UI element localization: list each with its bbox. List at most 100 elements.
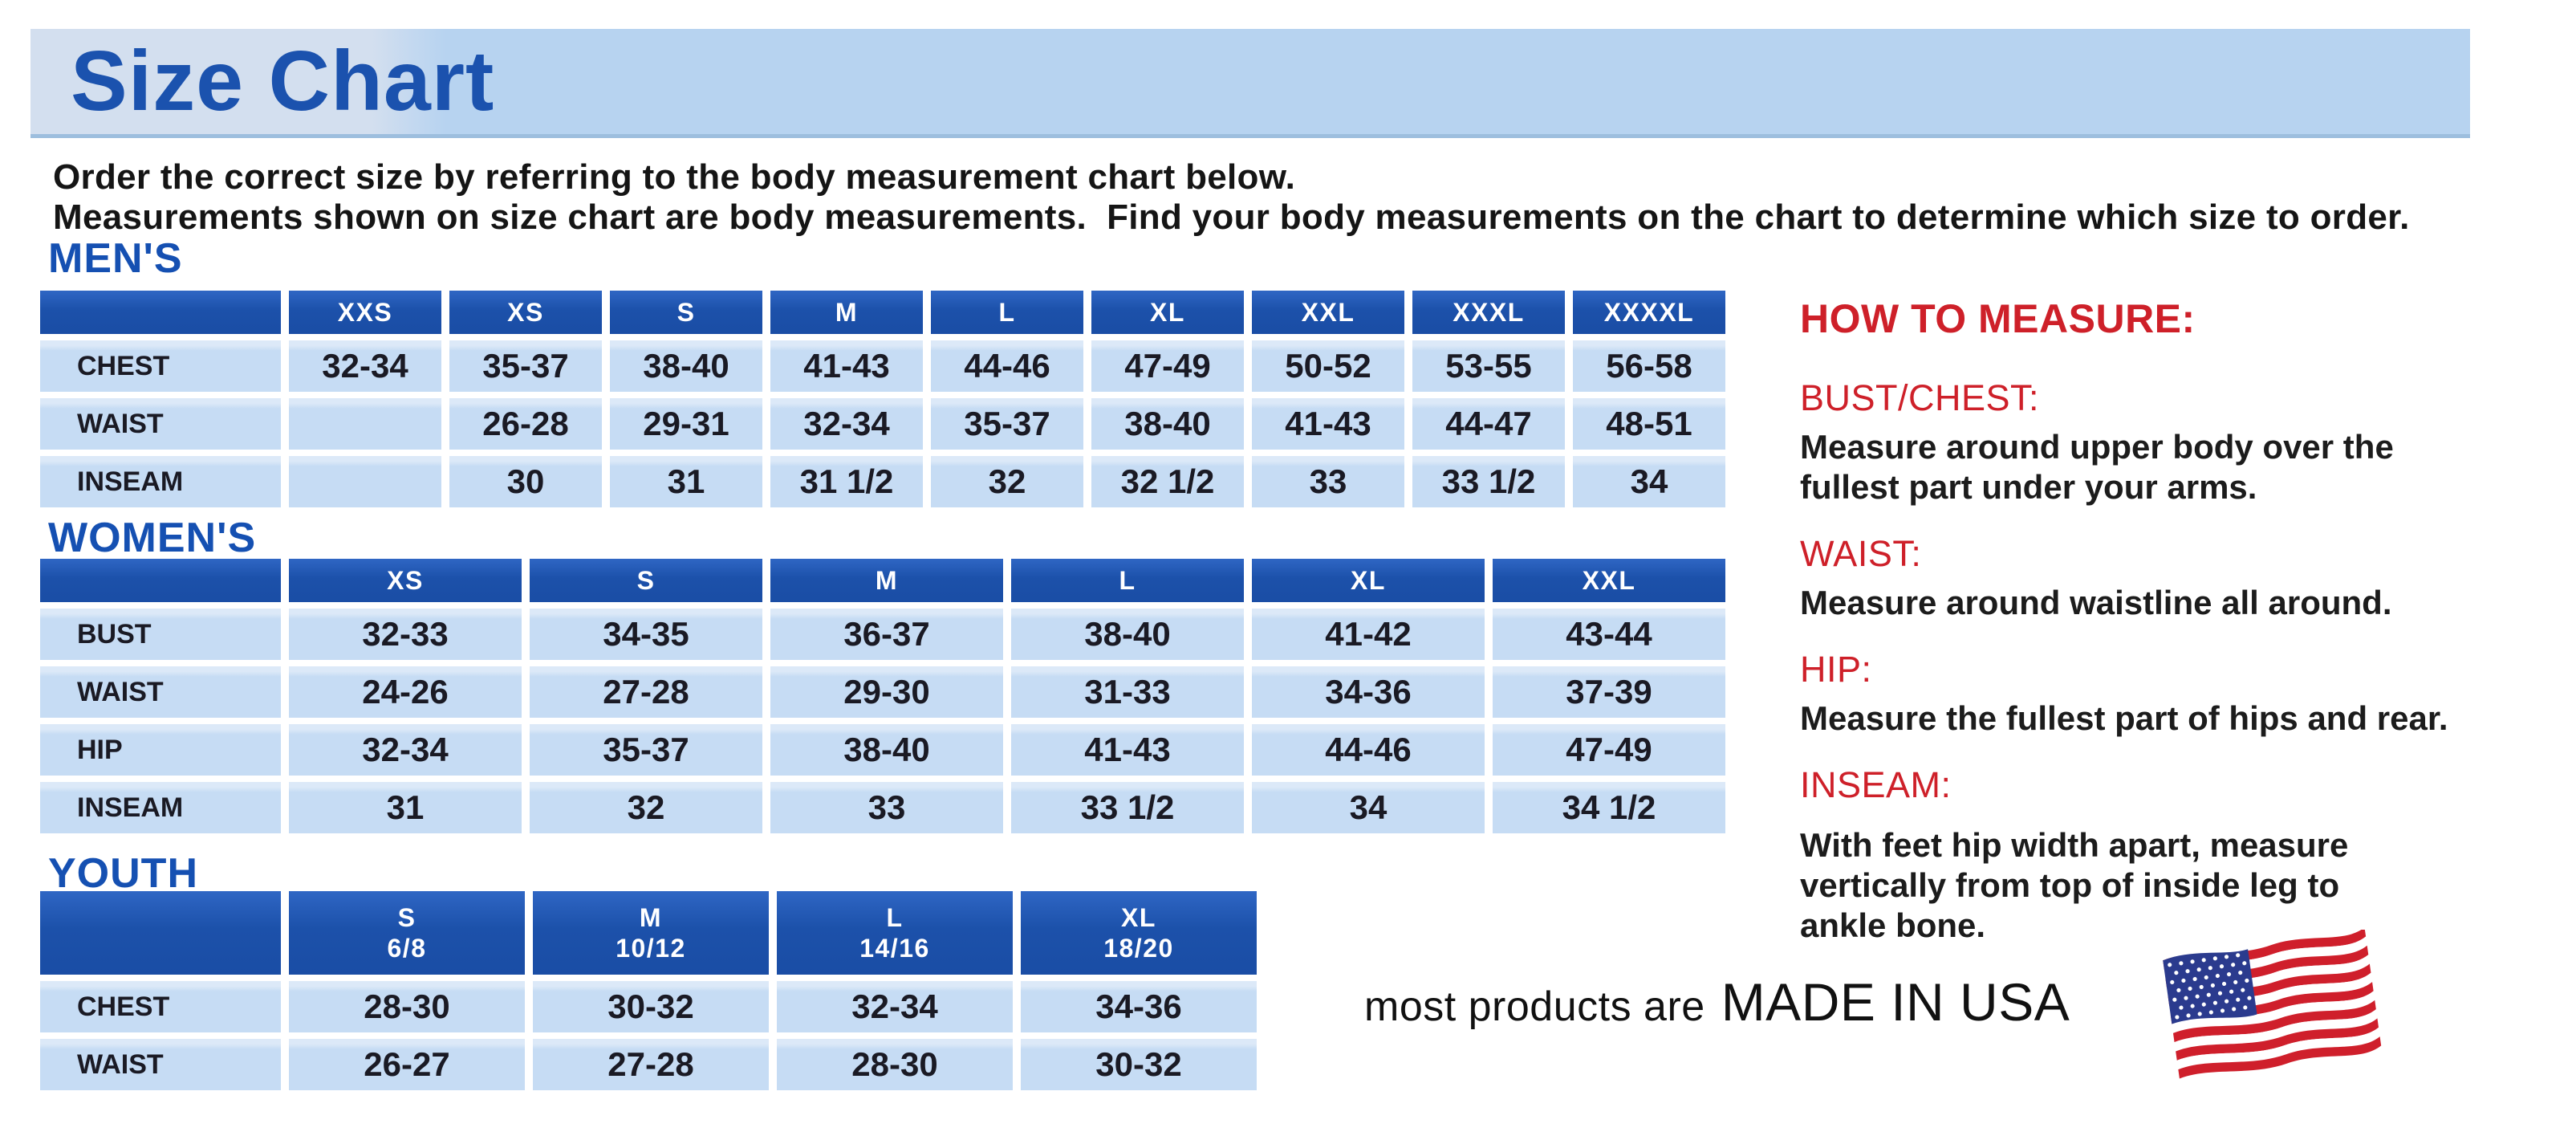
value-cell: 28-30 <box>777 1039 1013 1090</box>
mens-size-table: XXS XS S M L XL XXL XXXL XXXXL CHEST 32-34 35-37 38-… <box>32 284 1733 514</box>
column-header-s: S 6/8 <box>289 891 525 975</box>
column-header-xs: XS <box>289 559 522 602</box>
value-cell: 33 <box>1252 456 1404 507</box>
value-cell: 38-40 <box>610 340 762 392</box>
column-header-xxs: XXS <box>289 291 441 334</box>
value-cell: 32 <box>530 782 762 833</box>
intro-line-1: Order the correct size by referring to t… <box>53 157 1296 197</box>
value-cell: 44-47 <box>1412 398 1565 450</box>
table-row: WAIST 24-26 27-28 29-30 31-33 34-36 37-39 <box>40 666 1725 718</box>
value-cell: 32-34 <box>289 340 441 392</box>
column-header-m: M <box>770 291 923 334</box>
value-cell: 35-37 <box>931 398 1083 450</box>
value-cell: 30-32 <box>533 981 769 1032</box>
value-cell: 31-33 <box>1011 666 1244 718</box>
value-cell: 47-49 <box>1091 340 1244 392</box>
table-row: CHEST 28-30 30-32 32-34 34-36 <box>40 981 1257 1032</box>
value-cell: 34 <box>1573 456 1725 507</box>
womens-size-table: XS S M L XL XXL BUST 32-33 34-35 36-37 38-40 41-42 4… <box>32 552 1733 840</box>
value-cell: 38-40 <box>1091 398 1244 450</box>
column-header-xl: XL <box>1252 559 1485 602</box>
row-label-bust: BUST <box>40 609 281 660</box>
value-cell: 56-58 <box>1573 340 1725 392</box>
made-in-usa-line: most products are MADE IN USA <box>1364 971 2070 1032</box>
value-cell: 34 1/2 <box>1493 782 1725 833</box>
value-cell: 38-40 <box>1011 609 1244 660</box>
value-cell: 37-39 <box>1493 666 1725 718</box>
value-cell: 48-51 <box>1573 398 1725 450</box>
value-cell: 53-55 <box>1412 340 1565 392</box>
table-row: CHEST 32-34 35-37 38-40 41-43 44-46 47-49 50-52… <box>40 340 1725 392</box>
table-row: INSEAM 30 31 31 1/2 32 32 1/2 33 33 1/2 34 <box>40 456 1725 507</box>
measure-text-hip: Measure the fullest part of hips and rea… <box>1800 699 2448 737</box>
value-cell: 26-28 <box>449 398 602 450</box>
table-row: WAIST 26-28 29-31 32-34 35-37 38-40 41-43 44-47… <box>40 398 1725 450</box>
column-header-l: L 14/16 <box>777 891 1013 975</box>
column-header-xl: XL 18/20 <box>1021 891 1257 975</box>
value-cell: 47-49 <box>1493 724 1725 776</box>
value-cell: 31 1/2 <box>770 456 923 507</box>
column-header-l: L <box>931 291 1083 334</box>
mens-section-heading: MEN'S <box>48 235 183 282</box>
value-cell: 29-31 <box>610 398 762 450</box>
value-cell: 34-35 <box>530 609 762 660</box>
value-cell: 34 <box>1252 782 1485 833</box>
value-cell: 28-30 <box>289 981 525 1032</box>
measure-text-bust-chest: Measure around upper body over the fulle… <box>1800 428 2394 506</box>
column-header-xxxxl: XXXXL <box>1573 291 1725 334</box>
table-row: HIP 32-34 35-37 38-40 41-43 44-46 47-49 <box>40 724 1725 776</box>
row-label-waist: WAIST <box>40 1039 281 1090</box>
column-header-m: M <box>770 559 1003 602</box>
row-label-inseam: INSEAM <box>40 782 281 833</box>
value-cell: 32 <box>931 456 1083 507</box>
column-header-xxxl: XXXL <box>1412 291 1565 334</box>
measure-label-hip: HIP: <box>1800 649 1872 690</box>
value-cell: 41-42 <box>1252 609 1485 660</box>
value-cell: 32-33 <box>289 609 522 660</box>
womens-section-heading: WOMEN'S <box>48 515 257 561</box>
page-title: Size Chart <box>71 34 495 128</box>
column-header-s: S <box>610 291 762 334</box>
value-cell: 27-28 <box>530 666 762 718</box>
value-cell: 32-34 <box>777 981 1013 1032</box>
table-row: INSEAM 31 32 33 33 1/2 34 34 1/2 <box>40 782 1725 833</box>
value-cell: 44-46 <box>1252 724 1485 776</box>
how-to-measure-panel: HOW TO MEASURE: BUST/CHEST: Measure arou… <box>1800 295 2554 946</box>
corner-header-cell <box>40 559 281 602</box>
value-cell: 34-36 <box>1252 666 1485 718</box>
value-cell: 33 <box>770 782 1003 833</box>
table-row: BUST 32-33 34-35 36-37 38-40 41-42 43-44 <box>40 609 1725 660</box>
header-row: S 6/8 M 10/12 L 14/16 XL 18/20 <box>40 891 1257 975</box>
row-label-waist: WAIST <box>40 398 281 450</box>
youth-size-table: S 6/8 M 10/12 L 14/16 XL 18/20 CHEST 28-30 30-… <box>32 885 1265 1097</box>
value-cell: 32-34 <box>289 724 522 776</box>
made-in-usa-text: MADE IN USA <box>1721 972 2070 1032</box>
header-row: XXS XS S M L XL XXL XXXL XXXXL <box>40 291 1725 334</box>
column-header-xl: XL <box>1091 291 1244 334</box>
value-cell: 29-30 <box>770 666 1003 718</box>
value-cell: 31 <box>610 456 762 507</box>
value-cell: 50-52 <box>1252 340 1404 392</box>
value-cell: 32-34 <box>770 398 923 450</box>
measure-text-inseam: With feet hip width apart, measure verti… <box>1800 826 2349 944</box>
column-header-s: S <box>530 559 762 602</box>
value-cell: 30-32 <box>1021 1039 1257 1090</box>
value-cell: 26-27 <box>289 1039 525 1090</box>
value-cell: 41-43 <box>1252 398 1404 450</box>
corner-header-cell <box>40 291 281 334</box>
value-cell: 35-37 <box>449 340 602 392</box>
intro-line-2: Measurements shown on size chart are bod… <box>53 197 2410 237</box>
row-label-inseam: INSEAM <box>40 456 281 507</box>
how-to-measure-heading: HOW TO MEASURE: <box>1800 296 2196 341</box>
title-banner: Size Chart <box>30 29 2470 138</box>
youth-section-heading: YOUTH <box>48 850 198 897</box>
value-cell: 30 <box>449 456 602 507</box>
column-header-m: M 10/12 <box>533 891 769 975</box>
header-row: XS S M L XL XXL <box>40 559 1725 602</box>
value-cell: 38-40 <box>770 724 1003 776</box>
value-cell: 35-37 <box>530 724 762 776</box>
column-header-xxl: XXL <box>1493 559 1725 602</box>
value-cell: 41-43 <box>1011 724 1244 776</box>
value-cell: 27-28 <box>533 1039 769 1090</box>
